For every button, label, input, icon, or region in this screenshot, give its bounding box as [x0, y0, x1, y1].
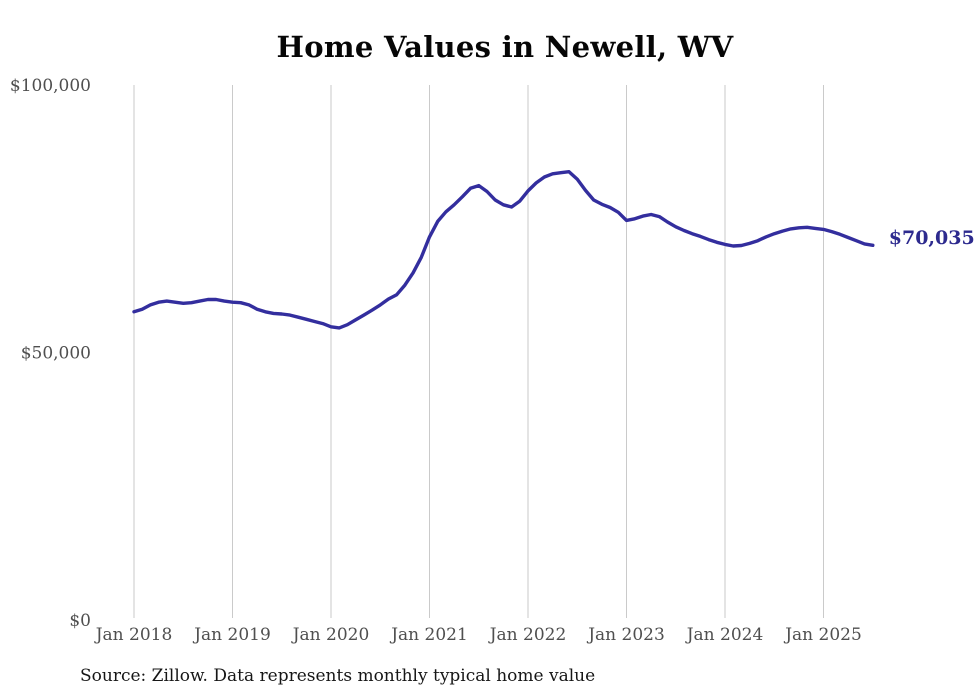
x-tick-label: Jan 2024 [685, 625, 764, 645]
x-tick-label: Jan 2023 [586, 625, 665, 645]
line-chart: Jan 2018 Jan 2019 Jan 2020 Jan 2021 Jan 2022… [10, 76, 875, 645]
chart-title: Home Values in Newell, WV [276, 30, 734, 64]
y-tick-label: $0 [69, 611, 91, 631]
latest-value-label: $70,035 [888, 227, 975, 250]
x-tick-label: Jan 2020 [291, 625, 370, 645]
y-tick-label: $50,000 [21, 344, 91, 364]
x-tick-label: Jan 2019 [192, 625, 271, 645]
x-tick-label: Jan 2021 [389, 625, 468, 645]
x-tick-label: Jan 2022 [488, 625, 567, 645]
source-note: Source: Zillow. Data represents monthly … [80, 666, 596, 686]
home-value-line [132, 170, 875, 330]
y-tick-label: $100,000 [10, 76, 91, 96]
x-tick-label: Jan 2018 [94, 625, 173, 645]
x-tick-label: Jan 2025 [783, 625, 862, 645]
